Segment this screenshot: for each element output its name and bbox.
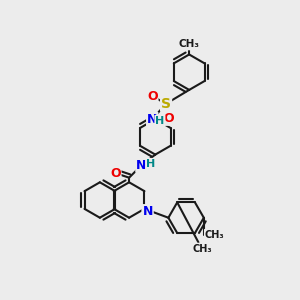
Text: N: N — [142, 205, 153, 218]
Text: CH₃: CH₃ — [192, 244, 212, 254]
Text: N: N — [136, 159, 147, 172]
Text: H: H — [146, 159, 155, 169]
Text: O: O — [163, 112, 174, 125]
Text: CH₃: CH₃ — [179, 40, 200, 50]
Text: CH₃: CH₃ — [205, 230, 224, 240]
Text: O: O — [110, 167, 121, 180]
Text: O: O — [147, 90, 158, 103]
Text: S: S — [161, 97, 171, 111]
Text: N: N — [147, 113, 158, 126]
Text: H: H — [155, 116, 164, 126]
